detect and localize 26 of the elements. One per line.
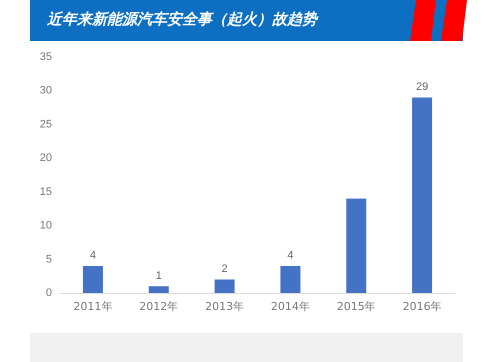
bar	[148, 286, 169, 293]
data-label: 4	[287, 250, 294, 262]
x-tick-label: 2015年	[336, 300, 376, 313]
x-tick-label: 2014年	[270, 300, 310, 313]
y-tick-label: 0	[46, 287, 52, 299]
y-tick-label: 5	[46, 253, 52, 266]
y-tick-label: 30	[40, 84, 52, 97]
chart-title: 近年来新能源汽车安全事（起火）故趋势	[47, 10, 317, 29]
y-tick-label: 15	[40, 186, 52, 198]
x-tick-label: 2011年	[73, 300, 112, 313]
data-label: 29	[416, 80, 428, 93]
y-tick-label: 25	[40, 118, 52, 130]
y-tick-label: 10	[40, 220, 52, 232]
bar	[214, 280, 235, 293]
bar	[346, 198, 366, 293]
y-tick-label: 35	[40, 51, 52, 63]
data-label: 1	[156, 270, 162, 282]
x-tick-label: 2016年	[402, 300, 442, 313]
y-tick-label: 20	[40, 152, 52, 164]
bar	[82, 266, 103, 293]
data-label: 2	[222, 263, 228, 276]
data-label: 4	[90, 250, 96, 262]
x-tick-label: 2013年	[205, 300, 244, 313]
x-tick-label: 2012年	[139, 300, 178, 313]
bar	[280, 266, 300, 293]
bar	[412, 97, 432, 293]
